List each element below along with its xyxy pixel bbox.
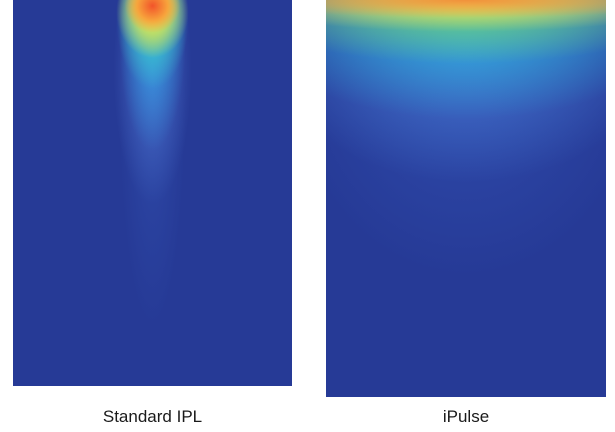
standard-ipl-caption: Standard IPL [102,407,203,426]
standard-ipl-heatmap [13,0,292,386]
ipulse-heatmap [326,0,606,397]
ipulse-caption: iPulse [442,407,490,426]
